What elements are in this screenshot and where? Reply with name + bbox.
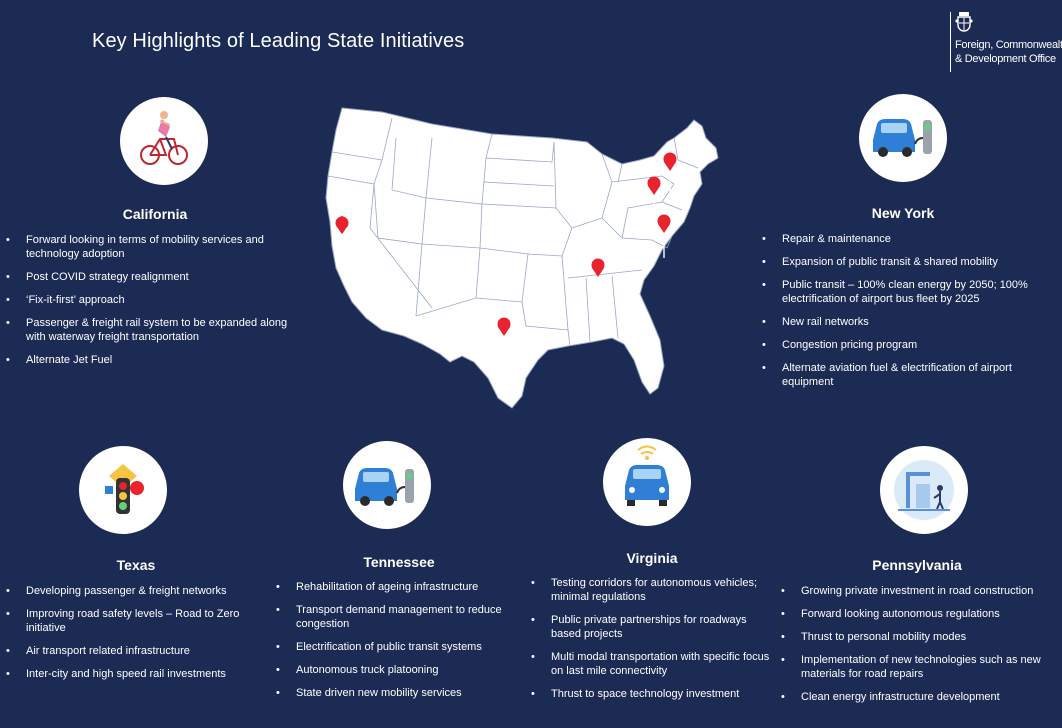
list-item: Thrust to personal mobility modes (781, 630, 1057, 644)
ev-charging-car-icon (873, 119, 932, 157)
road-construction-icon (894, 460, 954, 520)
new-york-icon-circle (859, 94, 947, 182)
list-item: Improving road safety levels – Road to Z… (6, 607, 278, 635)
us-outline (325, 107, 719, 409)
list-item: Multi modal transportation with specific… (531, 650, 771, 678)
logo-text: Foreign, Commonwealth & Development Offi… (955, 38, 1062, 66)
list-item: ‘Fix-it-first’ approach (6, 293, 296, 307)
list-item: New rail networks (762, 315, 1058, 329)
texas-list: Developing passenger & freight networks … (6, 584, 278, 690)
list-item: Growing private investment in road const… (781, 584, 1057, 598)
list-item: Air transport related infrastructure (6, 644, 278, 658)
list-item: Implementation of new technologies such … (781, 653, 1057, 681)
traffic-light-icon (105, 464, 144, 514)
list-item: Clean energy infrastructure development (781, 690, 1057, 704)
list-item: Expansion of public transit & shared mob… (762, 255, 1058, 269)
pin-california (335, 216, 349, 264)
list-item: Developing passenger & freight networks (6, 584, 278, 598)
state-name-california: California (122, 206, 188, 222)
list-item: Forward looking autonomous regulations (781, 607, 1057, 621)
pin-virginia (657, 214, 671, 258)
list-item: Post COVID strategy realignment (6, 270, 296, 284)
logo-line-1: Foreign, Commonwealth (955, 39, 1062, 51)
virginia-icon-circle (603, 438, 691, 526)
tennessee-list: Rehabilitation of ageing infrastructure … (276, 580, 538, 709)
list-item: Thrust to space technology investment (531, 687, 771, 701)
texas-icon-circle (79, 446, 167, 534)
logo-line-2: & Development Office (955, 53, 1056, 65)
new-york-list: Repair & maintenance Expansion of public… (762, 232, 1058, 398)
list-item: Passenger & freight rail system to be ex… (6, 316, 296, 344)
state-borders (327, 117, 699, 347)
list-item: Forward looking in terms of mobility ser… (6, 233, 296, 261)
list-item: Autonomous truck platooning (276, 663, 538, 677)
state-name-virginia: Virginia (626, 550, 678, 566)
california-list: Forward looking in terms of mobility ser… (6, 233, 296, 376)
list-item: Rehabilitation of ageing infrastructure (276, 580, 538, 594)
pin-texas (497, 317, 511, 360)
pin-pennsylvania (647, 176, 661, 220)
cyclist-icon (140, 111, 188, 165)
pennsylvania-list: Growing private investment in road const… (781, 584, 1057, 713)
state-name-texas: Texas (116, 557, 156, 573)
list-item: Transport demand management to reduce co… (276, 603, 538, 631)
page-title: Key Highlights of Leading State Initiati… (92, 30, 465, 52)
fcdo-logo: Foreign, Commonwealth & Development Offi… (950, 12, 1062, 72)
california-icon-circle (120, 97, 208, 185)
list-item: Alternate Jet Fuel (6, 353, 296, 367)
royal-crest-icon (955, 12, 973, 32)
pin-tennessee (591, 258, 605, 306)
virginia-list: Testing corridors for autonomous vehicle… (531, 576, 771, 710)
connected-car-icon (625, 445, 669, 506)
state-name-tennessee: Tennessee (363, 554, 435, 570)
list-item: Public transit – 100% clean energy by 20… (762, 278, 1058, 306)
list-item: Testing corridors for autonomous vehicle… (531, 576, 771, 604)
pin-new-york (663, 152, 677, 196)
list-item: Public private partnerships for roadways… (531, 613, 771, 641)
pennsylvania-icon-circle (880, 446, 968, 534)
list-item: Alternate aviation fuel & electrificatio… (762, 361, 1058, 389)
list-item: Congestion pricing program (762, 338, 1058, 352)
ev-charging-car-icon (355, 468, 414, 506)
list-item: Electrification of public transit system… (276, 640, 538, 654)
map-pins (335, 152, 677, 360)
list-item: Inter-city and high speed rail investmen… (6, 667, 278, 681)
state-name-pennsylvania: Pennsylvania (872, 557, 962, 573)
list-item: Repair & maintenance (762, 232, 1058, 246)
list-item: State driven new mobility services (276, 686, 538, 700)
us-map (325, 107, 719, 409)
tennessee-icon-circle (343, 441, 431, 529)
state-name-new-york: New York (871, 205, 935, 221)
